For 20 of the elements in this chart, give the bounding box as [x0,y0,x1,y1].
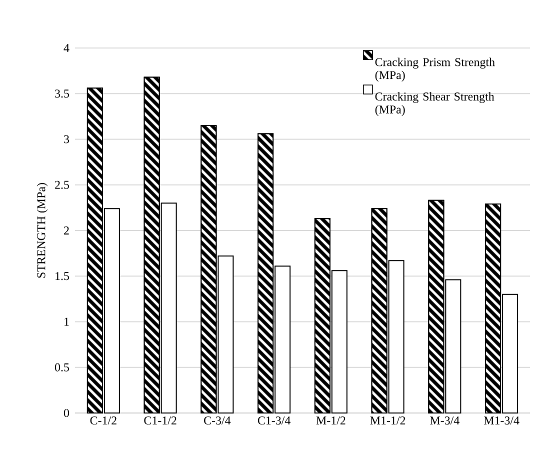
y-tick-label: 3.5 [55,90,70,98]
y-tick-label: 3 [64,135,70,144]
legend-label: Cracking Shear Strength (MPa) [375,92,494,116]
y-axis-title: STRENGTH (MPa) [36,183,48,278]
y-tick-label: 2 [64,226,69,234]
y-tick-label: 1 [64,318,69,326]
x-tick-label: C1-3/4 [258,416,290,425]
legend-label: Cracking Prism Strength (MPa) [375,58,495,82]
x-tick-label: M-3/4 [430,416,460,425]
y-tick-label: 0.5 [54,363,70,372]
x-tick-label: M-1/2 [316,416,346,425]
y-tick-label: 4 [64,44,70,52]
x-tick-label: C-3/4 [204,416,231,425]
x-tick-label: M1-1/2 [370,416,406,425]
y-tick-label: 0 [64,408,70,418]
x-tick-label: M1-3/4 [484,416,520,425]
x-tick-label: C-1/2 [90,416,116,425]
y-tick-label: 2.5 [55,180,70,189]
x-tick-label: C1-1/2 [144,416,176,425]
y-tick-label: 1.5 [56,272,70,280]
